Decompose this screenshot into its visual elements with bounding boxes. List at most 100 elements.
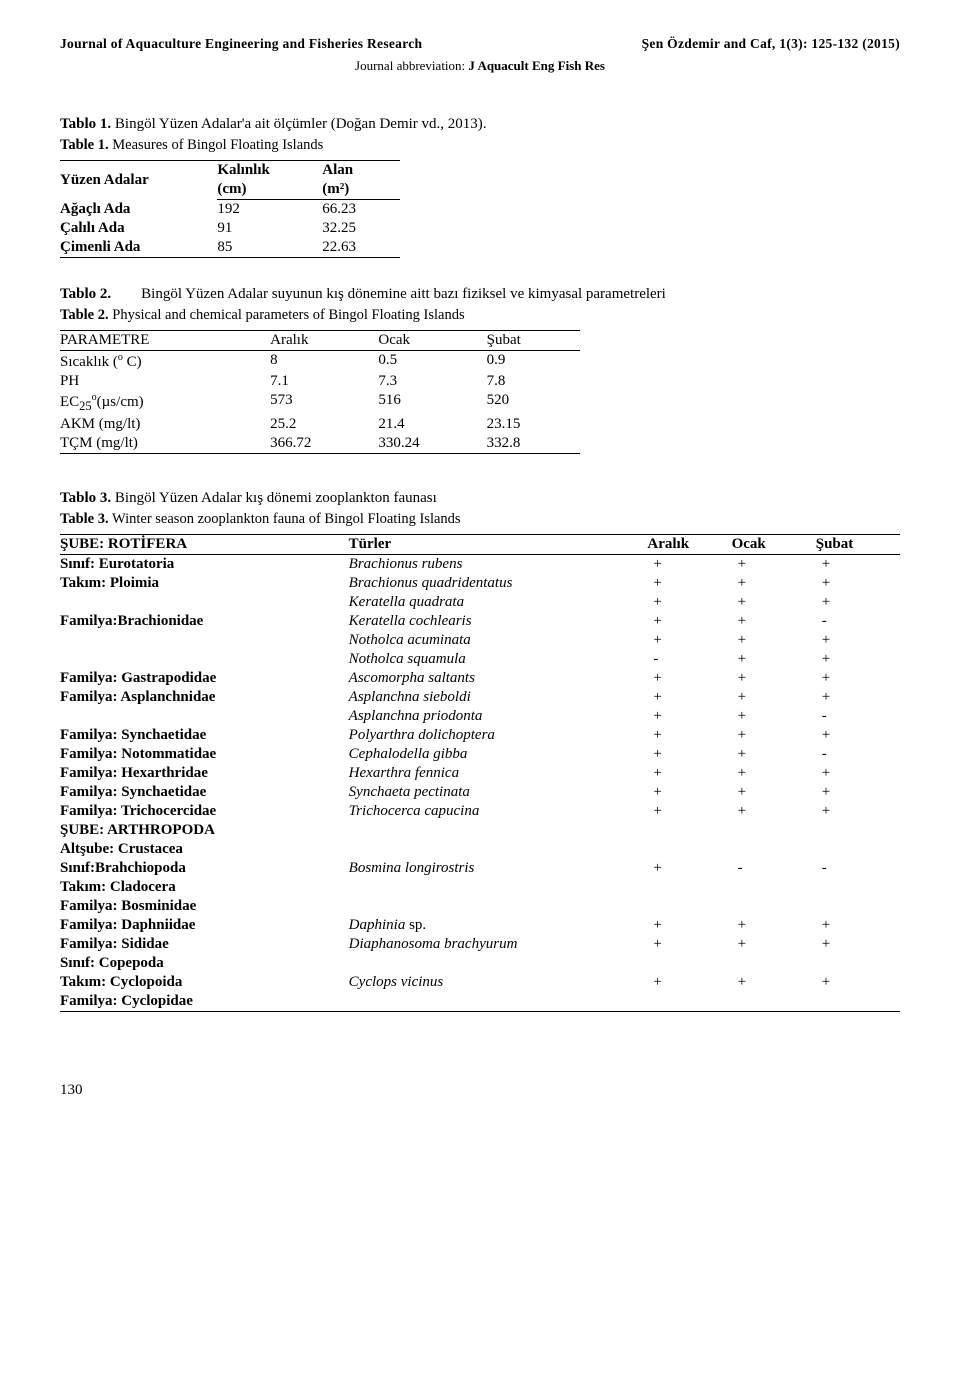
- citation: Şen Özdemir and Caf, 1(3): 125-132 (2015…: [642, 36, 900, 52]
- journal-abbrev: Journal abbreviation: J Aquacult Eng Fis…: [60, 58, 900, 74]
- t1-h1b: (cm): [217, 180, 322, 200]
- t1-row-name: Çalılı Ada: [60, 219, 217, 238]
- t3-species: Daphinia sp.: [349, 916, 648, 935]
- t3-tax: Familya: Gastrapodidae: [60, 669, 349, 688]
- t2-b: 330.24: [378, 434, 486, 454]
- t3-tax: Sınıf: Eurotatoria: [60, 555, 349, 575]
- t1-row-b: 32.25: [322, 219, 400, 238]
- t3-species: Cyclops vicinus: [349, 973, 648, 992]
- t3-c: +: [816, 764, 900, 783]
- t3-a: +: [647, 859, 731, 878]
- t3-a: +: [647, 783, 731, 802]
- table2-label: Table 2.: [60, 307, 109, 323]
- t1-row-a: 192: [217, 200, 322, 220]
- table2-title: Physical and chemical parameters of Bing…: [109, 307, 465, 323]
- t3-b: [732, 840, 816, 859]
- tablo2-caption: Tablo 2. Bingöl Yüzen Adalar suyunun kış…: [60, 286, 900, 303]
- t2-h0: PARAMETRE: [60, 331, 270, 351]
- t3-h1: Türler: [349, 535, 648, 555]
- t3-b: +: [732, 631, 816, 650]
- tablo3-title: Bingöl Yüzen Adalar kış dönemi zooplankt…: [111, 490, 437, 506]
- t3-a: [647, 954, 731, 973]
- t1-h0: Yüzen Adalar: [60, 161, 217, 200]
- t3-b: [732, 878, 816, 897]
- t2-h3: Şubat: [487, 331, 580, 351]
- t2-param: EC25o(µs/cm): [60, 391, 270, 415]
- t3-c: +: [816, 802, 900, 821]
- t3-species: Brachionus rubens: [349, 555, 648, 575]
- t3-tax: Takım: Cyclopoida: [60, 973, 349, 992]
- t3-a: [647, 992, 731, 1012]
- table2: PARAMETRE Aralık Ocak Şubat Sıcaklık (o …: [60, 330, 580, 454]
- t3-a: +: [647, 593, 731, 612]
- t3-b: [732, 897, 816, 916]
- t3-a: +: [647, 935, 731, 954]
- t3-species: [349, 878, 648, 897]
- t3-b: +: [732, 593, 816, 612]
- t3-c: [816, 992, 900, 1012]
- t3-tax: Familya: Synchaetidae: [60, 726, 349, 745]
- t3-tax: Familya: Trichocercidae: [60, 802, 349, 821]
- t2-c: 332.8: [487, 434, 580, 454]
- running-header: Journal of Aquaculture Engineering and F…: [60, 36, 900, 52]
- t3-species: Asplanchna priodonta: [349, 707, 648, 726]
- t2-a: 25.2: [270, 415, 378, 434]
- t3-species: Ascomorpha saltants: [349, 669, 648, 688]
- t3-c: +: [816, 783, 900, 802]
- t3-species: [349, 821, 648, 840]
- t3-b: +: [732, 650, 816, 669]
- t3-species: Keratella cochlearis: [349, 612, 648, 631]
- t3-b: +: [732, 612, 816, 631]
- t2-param: PH: [60, 372, 270, 391]
- t3-a: +: [647, 726, 731, 745]
- t3-species: Asplanchna sieboldi: [349, 688, 648, 707]
- t3-a: +: [647, 688, 731, 707]
- t3-species: Notholca squamula: [349, 650, 648, 669]
- t2-b: 21.4: [378, 415, 486, 434]
- t3-tax: Familya: Bosminidae: [60, 897, 349, 916]
- t3-species: Polyarthra dolichoptera: [349, 726, 648, 745]
- tablo3-label: Tablo 3.: [60, 490, 111, 506]
- table1-label: Table 1.: [60, 137, 109, 153]
- t3-a: [647, 840, 731, 859]
- t3-a: +: [647, 916, 731, 935]
- t3-tax: Familya: Daphniidae: [60, 916, 349, 935]
- t3-tax: Altşube: Crustacea: [60, 840, 349, 859]
- t3-b: +: [732, 726, 816, 745]
- t3-c: +: [816, 574, 900, 593]
- table3: ŞUBE: ROTİFERA Türler Aralık Ocak Şubat …: [60, 534, 900, 1012]
- t2-b: 0.5: [378, 351, 486, 373]
- t3-tax: [60, 631, 349, 650]
- t3-c: [816, 954, 900, 973]
- t3-c: +: [816, 916, 900, 935]
- t3-b: +: [732, 707, 816, 726]
- t1-row-a: 91: [217, 219, 322, 238]
- t1-h2a: Alan: [322, 161, 400, 181]
- t3-c: +: [816, 973, 900, 992]
- t3-species: Brachionus quadridentatus: [349, 574, 648, 593]
- t3-b: +: [732, 783, 816, 802]
- t2-h1: Aralık: [270, 331, 378, 351]
- t3-h0: ŞUBE: ROTİFERA: [60, 535, 349, 555]
- journal-name: Journal of Aquaculture Engineering and F…: [60, 36, 422, 52]
- t1-row-b: 22.63: [322, 238, 400, 258]
- t3-b: +: [732, 802, 816, 821]
- t3-tax: Familya:Brachionidae: [60, 612, 349, 631]
- t1-h1a: Kalınlık: [217, 161, 322, 181]
- t1-h2b: (m²): [322, 180, 400, 200]
- t2-param: AKM (mg/lt): [60, 415, 270, 434]
- t3-b: +: [732, 935, 816, 954]
- t3-tax: Takım: Ploimia: [60, 574, 349, 593]
- t3-species: Trichocerca capucina: [349, 802, 648, 821]
- tablo1-title: Bingöl Yüzen Adalar'a ait ölçümler (Doğa…: [111, 116, 486, 132]
- t2-c: 7.8: [487, 372, 580, 391]
- t3-b: +: [732, 916, 816, 935]
- table1: Yüzen Adalar Kalınlık Alan (cm) (m²) Ağa…: [60, 160, 400, 258]
- t1-row-name: Ağaçlı Ada: [60, 200, 217, 220]
- table2-caption: Table 2. Physical and chemical parameter…: [60, 307, 900, 324]
- t3-b: +: [732, 669, 816, 688]
- t3-tax: Sınıf: Copepoda: [60, 954, 349, 973]
- t3-c: [816, 878, 900, 897]
- t3-c: +: [816, 726, 900, 745]
- t3-a: +: [647, 669, 731, 688]
